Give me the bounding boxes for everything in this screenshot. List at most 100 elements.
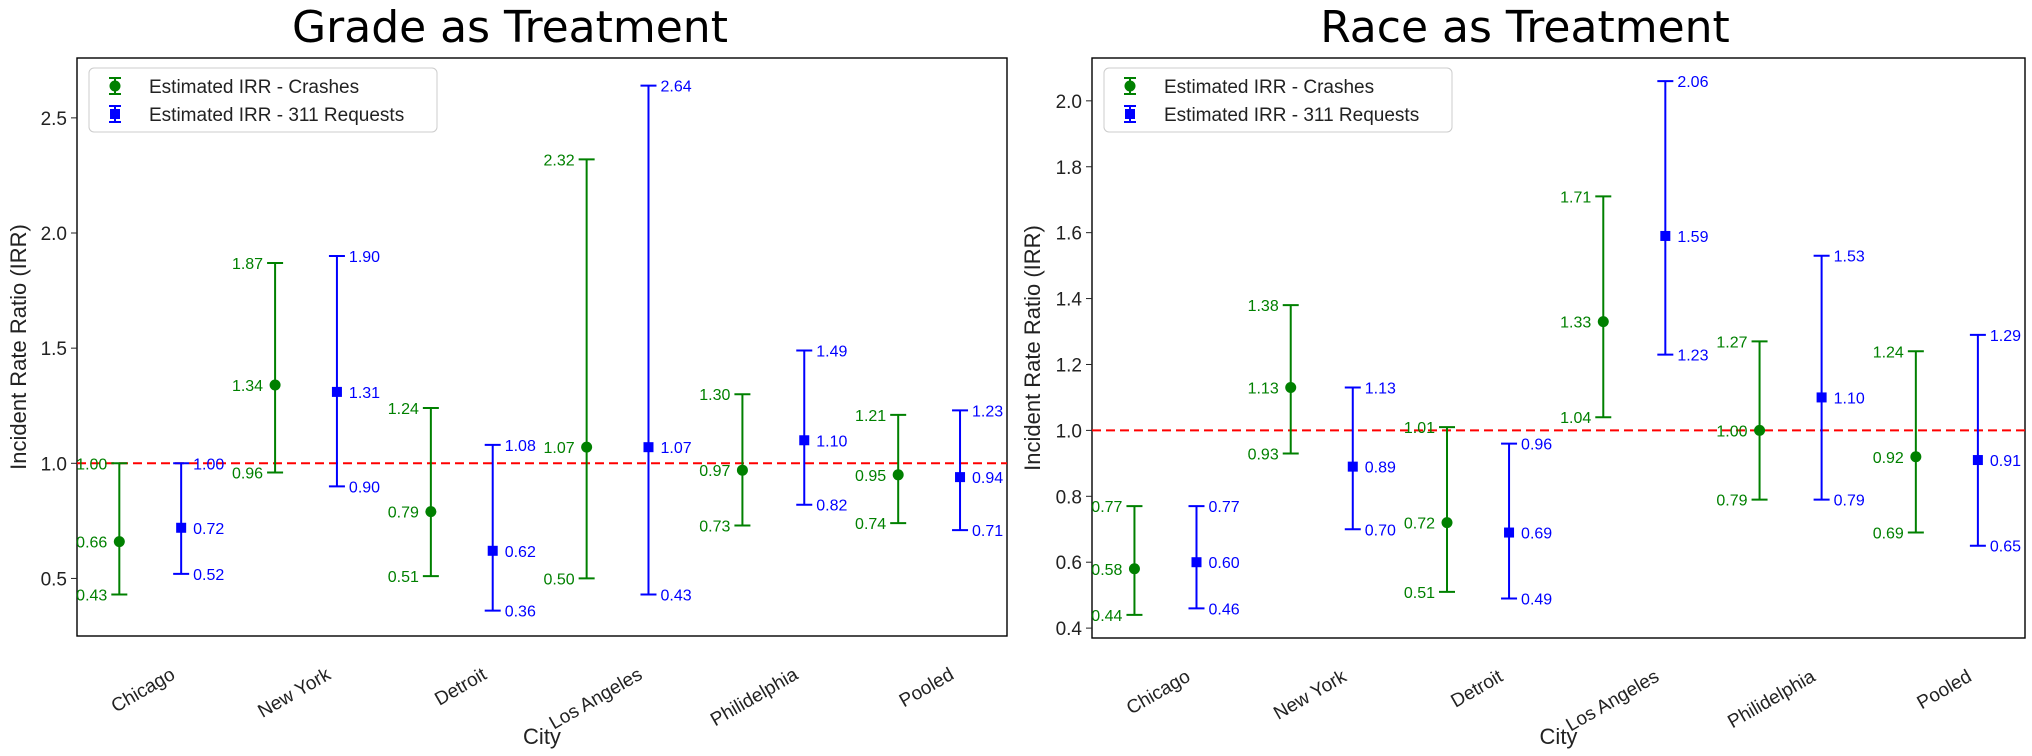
point-marker-crashes	[581, 441, 593, 453]
point-marker-requests	[1191, 557, 1202, 568]
value-label-estimate-crashes: 0.95	[855, 468, 886, 485]
value-label-upper-crashes: 1.27	[1716, 334, 1747, 351]
point-marker-requests	[955, 472, 966, 483]
point-marker-crashes	[269, 379, 281, 391]
y-tick-label: 1.2	[1056, 355, 1082, 376]
errorbar-requests: 2.64 1.07 0.43	[640, 79, 692, 605]
value-label-estimate-crashes: 0.92	[1873, 450, 1904, 467]
y-axis-label: Incident Rate Ratio (IRR)	[6, 224, 31, 470]
errorbar-crashes: 1.24 0.92 0.69	[1873, 344, 1924, 543]
value-label-lower-crashes: 0.96	[232, 466, 263, 483]
errorbar-crashes: 2.32 1.07 0.50	[543, 152, 595, 588]
plot-area	[76, 57, 1008, 637]
value-label-upper-requests: 1.13	[1365, 381, 1396, 398]
value-label-lower-requests: 0.36	[505, 604, 536, 621]
legend-label-requests: Estimated IRR - 311 Requests	[1164, 105, 1419, 126]
value-label-upper-crashes: 1.24	[388, 401, 419, 418]
legend-box	[88, 67, 438, 133]
x-tick-label: New York	[254, 664, 334, 723]
x-tick-label: Detroit	[431, 664, 491, 711]
value-label-upper-crashes: 0.77	[1091, 499, 1122, 516]
value-label-estimate-crashes: 0.97	[699, 463, 730, 480]
x-tick-label: Detroit	[1448, 666, 1508, 713]
value-label-upper-crashes: 1.24	[1873, 344, 1904, 361]
y-tick-label: 0.4	[1056, 619, 1083, 640]
value-label-lower-crashes: 0.79	[1716, 493, 1747, 510]
value-label-lower-crashes: 0.51	[388, 569, 419, 586]
value-label-upper-requests: 0.77	[1208, 499, 1239, 516]
x-tick-label: Los Angeles	[1563, 666, 1663, 736]
value-label-upper-requests: 1.29	[1990, 328, 2021, 345]
value-label-lower-requests: 0.43	[660, 588, 691, 605]
value-label-lower-crashes: 1.04	[1560, 410, 1591, 427]
y-tick-label: 1.0	[1056, 421, 1082, 442]
value-label-estimate-crashes: 1.33	[1560, 315, 1591, 332]
chart-title: Race as Treatment	[1320, 2, 1730, 53]
legend-label-requests: Estimated IRR - 311 Requests	[149, 105, 404, 126]
point-marker-crashes	[113, 536, 125, 548]
chart-panel-2: Race as Treatment 0.4 0.6 0.8 1.0 1.2 1.4 1.6 1.…	[1020, 2, 2026, 749]
y-tick-label: 2.0	[1056, 92, 1082, 113]
point-marker-requests	[799, 435, 810, 446]
x-tick-label: Los Angeles	[546, 664, 646, 734]
legend-marker-requests	[110, 109, 120, 119]
value-label-lower-requests: 0.90	[349, 479, 380, 496]
value-label-lower-crashes: 0.43	[76, 588, 107, 605]
x-tick-label: Philidelphia	[1724, 666, 1819, 733]
value-label-upper-crashes: 1.21	[855, 408, 886, 425]
value-label-lower-crashes: 0.73	[699, 518, 730, 535]
y-tick-label: 1.6	[1056, 224, 1082, 245]
y-axis-label: Incident Rate Ratio (IRR)	[1020, 225, 1045, 471]
errorbar-requests: 1.29 0.91 0.65	[1969, 328, 2021, 556]
value-label-estimate-requests: 1.07	[660, 440, 691, 457]
value-label-estimate-requests: 0.89	[1365, 460, 1396, 477]
value-label-upper-requests: 1.08	[505, 438, 536, 455]
value-label-upper-requests: 1.53	[1834, 249, 1865, 266]
value-label-lower-crashes: 0.51	[1404, 585, 1435, 602]
value-label-estimate-requests: 1.10	[816, 433, 847, 450]
y-tick-label: 2.0	[41, 224, 67, 245]
value-label-estimate-crashes: 1.07	[543, 440, 574, 457]
x-tick-label: Pooled	[896, 664, 958, 712]
value-label-estimate-requests: 0.94	[972, 470, 1003, 487]
value-label-upper-requests: 1.90	[349, 249, 380, 266]
value-label-estimate-requests: 1.31	[349, 385, 380, 402]
point-marker-requests	[1816, 392, 1827, 403]
point-marker-crashes	[736, 464, 748, 476]
value-label-estimate-crashes: 0.79	[388, 505, 419, 522]
value-label-estimate-crashes: 0.66	[76, 535, 107, 552]
value-label-estimate-crashes: 0.72	[1404, 516, 1435, 533]
value-label-lower-requests: 0.49	[1521, 591, 1552, 608]
errorbar-requests: 1.53 1.10 0.79	[1813, 249, 1865, 510]
point-marker-crashes	[1441, 517, 1453, 529]
point-marker-requests	[1504, 527, 1515, 538]
x-tick-label: Philidelphia	[707, 664, 802, 731]
value-label-estimate-requests: 1.59	[1677, 229, 1708, 246]
errorbar-crashes: 1.87 1.34 0.96	[232, 256, 284, 483]
errorbar-crashes: 1.00 0.66 0.43	[76, 456, 128, 605]
point-marker-crashes	[425, 506, 437, 518]
value-label-upper-requests: 2.64	[660, 79, 691, 96]
value-label-estimate-requests: 0.69	[1521, 526, 1552, 543]
y-tick-label: 1.8	[1056, 158, 1082, 179]
value-label-lower-requests: 0.70	[1365, 522, 1396, 539]
errorbar-crashes: 1.01 0.72 0.51	[1404, 420, 1456, 602]
value-label-lower-crashes: 0.93	[1248, 446, 1279, 463]
errorbar-requests: 1.13 0.89 0.70	[1344, 381, 1396, 539]
point-marker-crashes	[1285, 382, 1297, 394]
y-tick-label: 1.4	[1056, 290, 1083, 311]
value-label-lower-crashes: 0.74	[855, 516, 886, 533]
value-label-lower-requests: 0.82	[816, 498, 847, 515]
y-tick-label: 0.5	[41, 569, 67, 590]
value-label-lower-requests: 0.79	[1834, 493, 1865, 510]
value-label-estimate-crashes: 1.00	[1716, 423, 1747, 440]
value-label-upper-crashes: 1.30	[699, 387, 730, 404]
point-marker-crashes	[1910, 451, 1922, 463]
legend-marker-crashes	[1124, 80, 1136, 92]
value-label-lower-crashes: 0.69	[1873, 526, 1904, 543]
point-marker-crashes	[892, 469, 904, 481]
y-tick-label: 1.5	[41, 339, 67, 360]
x-axis-label: City	[1540, 724, 1578, 749]
errorbar-requests: 1.23 0.94 0.71	[952, 403, 1003, 540]
value-label-upper-crashes: 1.71	[1560, 189, 1591, 206]
